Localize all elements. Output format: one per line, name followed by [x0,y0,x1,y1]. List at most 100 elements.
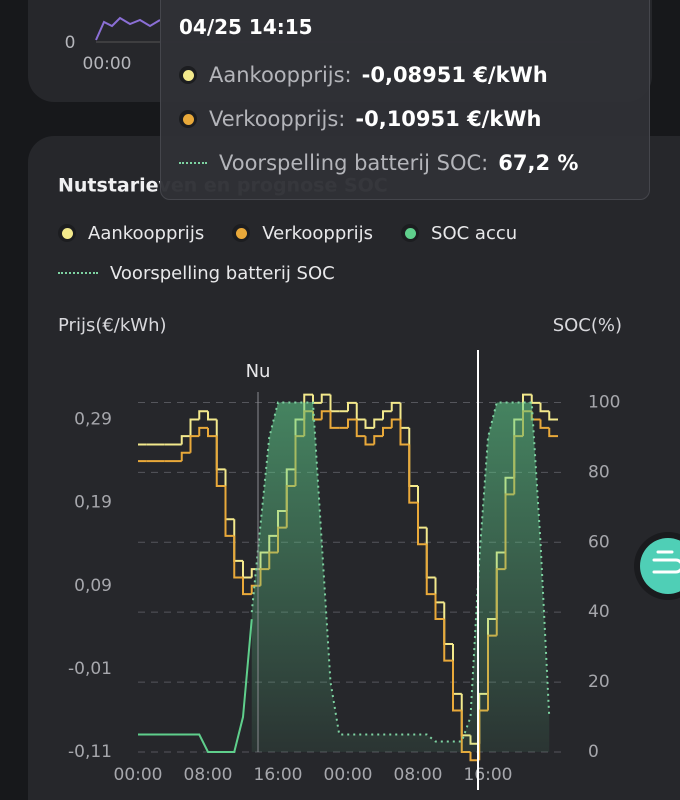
price-step [189,418,200,437]
soc-forecast-line [250,401,551,743]
tooltip-swatch [179,110,197,128]
price-step [320,393,331,403]
price-step [355,419,366,438]
price-step [399,419,410,446]
tooltip-row: Voorspelling batterij SOC: 67,2 % [179,141,649,185]
price-step [469,752,480,762]
legend-swatch-inner [404,227,416,239]
y-axis-title: Prijs(€/kWh) [58,315,167,336]
price-step [548,411,558,421]
price-step [373,418,383,428]
price-step [408,444,418,504]
x-tick-label: 00:00 [114,765,163,785]
y-tick-label: 0,09 [74,576,112,596]
price-step [382,426,392,437]
price-step [434,594,445,621]
tooltip-value: 67,2 % [498,151,579,175]
y2-tick-label: 20 [588,672,610,692]
legend-label: Verkoopprijs [262,222,374,244]
price-step [215,436,226,488]
legend-item[interactable]: SOC accu [401,220,517,246]
legend-item[interactable]: Aankoopprijs [58,220,204,246]
top-card-tick: 0 [65,33,76,53]
price-step [320,410,331,420]
price-step [233,535,243,579]
legend-item[interactable]: Verkoopprijs [232,220,373,246]
top-card-tick: 00:00 [83,54,132,74]
price-step [390,401,401,412]
price-step [189,435,200,453]
tooltip-swatch [179,162,207,164]
price-step [443,619,453,662]
tooltip-time: 04/25 14:15 [179,15,313,39]
price-step [224,486,235,537]
price-step [390,418,401,428]
x-tick-label: 16:00 [254,765,303,785]
legend-swatch [58,272,98,274]
x-tick-label: 16:00 [464,765,513,785]
x-tick-label: 00:00 [324,765,373,785]
soc-forecast-area [251,402,550,752]
price-step [364,436,375,446]
tooltip-row: Verkoopprijs: -0,10951 €/kWh [179,97,649,141]
price-step [180,435,191,445]
price-step [242,577,252,596]
price-step [425,544,436,596]
price-step [180,451,191,462]
y-tick-label: 0,29 [74,410,112,430]
price-step [198,410,208,420]
y2-tick-label: 100 [588,392,620,412]
price-step [207,427,217,438]
tooltip-rows: Aankoopprijs: -0,08951 €/kWh Verkoopprijs:… [179,53,649,185]
tooltip-value: -0,10951 €/kWh [355,107,542,131]
price-step [452,660,462,712]
legend-swatch-inner [235,227,247,239]
legend-swatch [401,224,420,242]
y-tick-label: 0,19 [74,493,112,513]
y-tick-label: -0,11 [68,742,112,762]
legend-label: Aankoopprijs [88,222,205,244]
legend-label: Voorspelling batterij SOC [110,262,335,284]
y2-tick-label: 0 [588,742,599,762]
price-step [347,401,357,412]
legend: Aankoopprijs Verkoopprijs SOC accu Voorspel… [58,220,618,286]
legend-swatch-inner [61,227,73,239]
tooltip-label: Verkoopprijs: [209,107,346,131]
legend-swatch [232,224,251,242]
tooltip-swatch-inner [182,113,194,125]
tooltip-swatch-inner [182,69,194,81]
x-tick-label: 08:00 [394,765,443,785]
y2-tick-label: 40 [588,602,610,622]
tooltip-value: -0,08951 €/kWh [361,63,548,87]
price-step [207,411,217,421]
price-step [198,426,208,437]
x-tick-label: 08:00 [184,765,233,785]
price-step [539,419,550,429]
y2-axis-title: SOC(%) [553,315,622,336]
price-step [548,427,558,438]
legend-item[interactable]: Voorspelling batterij SOC [58,260,335,286]
price-step [417,502,427,546]
soc-line [138,619,253,753]
tooltip-label: Voorspelling batterij SOC: [219,151,489,175]
now-label: Nu [246,361,271,382]
y2-tick-label: 60 [588,532,610,552]
legend-label: SOC accu [431,222,518,244]
price-step [329,411,340,429]
fab-icon [652,550,680,574]
tooltip-row: Aankoopprijs: -0,08951 €/kWh [179,53,649,97]
tooltip-label: Aankoopprijs: [209,63,352,87]
tooltip: 04/25 14:15 Aankoopprijs: -0,08951 €/kWh V… [160,0,650,200]
price-step [373,435,383,445]
legend-swatch [58,224,76,242]
price-step [364,419,375,429]
top-card-line [95,16,161,41]
y-tick-label: -0,01 [68,659,112,679]
price-step [347,418,357,428]
tooltip-swatch [179,66,197,84]
price-step [539,402,550,413]
y2-tick-label: 80 [588,462,610,482]
